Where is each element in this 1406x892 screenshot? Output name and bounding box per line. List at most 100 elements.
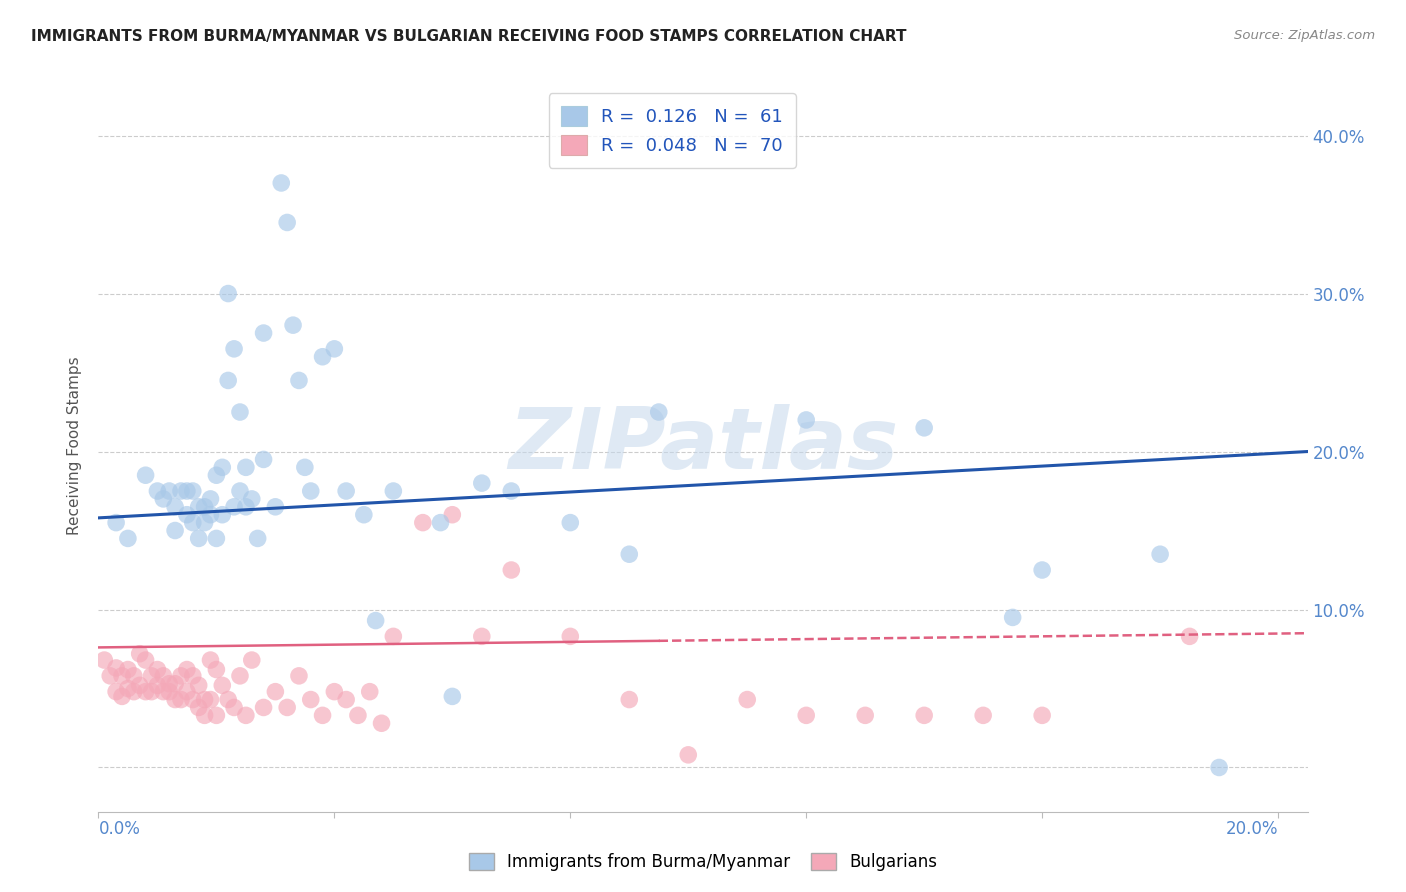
Point [211, 460, 233, 475]
Point [299, 692, 322, 706]
Point [135, 684, 157, 698]
Point [294, 460, 316, 475]
Point [252, 700, 274, 714]
Point [135, 653, 157, 667]
Point [141, 684, 163, 698]
Point [152, 669, 174, 683]
Point [1001, 610, 1024, 624]
Point [441, 690, 464, 704]
Point [98, 669, 121, 683]
Point [222, 700, 245, 714]
Point [264, 684, 287, 698]
Point [311, 708, 333, 723]
Point [252, 326, 274, 340]
Point [471, 629, 494, 643]
Point [187, 532, 209, 546]
Point [270, 176, 292, 190]
Point [335, 692, 357, 706]
Point [181, 516, 204, 530]
Point [135, 468, 157, 483]
Legend: R =  0.126   N =  61, R =  0.048   N =  70: R = 0.126 N = 61, R = 0.048 N = 70 [548, 93, 796, 168]
Point [122, 669, 145, 683]
Y-axis label: Receiving Food Stamps: Receiving Food Stamps [67, 357, 83, 535]
Point [211, 678, 233, 692]
Point [370, 716, 392, 731]
Point [146, 483, 169, 498]
Point [146, 678, 169, 692]
Point [105, 516, 128, 530]
Point [1031, 563, 1053, 577]
Point [181, 483, 204, 498]
Point [165, 692, 187, 706]
Point [471, 476, 494, 491]
Point [353, 508, 375, 522]
Point [187, 678, 209, 692]
Point [187, 500, 209, 514]
Point [187, 700, 209, 714]
Point [222, 342, 245, 356]
Point [217, 374, 239, 388]
Point [111, 669, 134, 683]
Point [323, 342, 346, 356]
Point [1178, 629, 1201, 643]
Point [252, 452, 274, 467]
Point [619, 547, 641, 561]
Point [429, 516, 451, 530]
Point [200, 508, 222, 522]
Point [276, 215, 298, 229]
Point [288, 374, 311, 388]
Point [128, 647, 150, 661]
Point [1031, 708, 1053, 723]
Point [560, 629, 582, 643]
Point [194, 516, 217, 530]
Point [323, 684, 346, 698]
Point [105, 684, 128, 698]
Point [152, 684, 174, 698]
Point [141, 669, 163, 683]
Point [157, 684, 180, 698]
Point [205, 708, 228, 723]
Point [441, 508, 464, 522]
Point [122, 684, 145, 698]
Point [281, 318, 304, 333]
Point [501, 483, 523, 498]
Point [176, 663, 198, 677]
Text: 20.0%: 20.0% [1226, 820, 1278, 838]
Point [912, 421, 935, 435]
Point [205, 468, 228, 483]
Point [299, 483, 322, 498]
Point [200, 692, 222, 706]
Point [205, 663, 228, 677]
Point [200, 491, 222, 506]
Point [229, 483, 252, 498]
Point [335, 483, 357, 498]
Point [194, 708, 217, 723]
Point [205, 532, 228, 546]
Point [311, 350, 333, 364]
Point [146, 663, 169, 677]
Point [560, 516, 582, 530]
Point [240, 491, 263, 506]
Point [211, 508, 233, 522]
Point [170, 669, 193, 683]
Point [412, 516, 434, 530]
Point [912, 708, 935, 723]
Point [165, 677, 187, 691]
Point [229, 405, 252, 419]
Point [165, 524, 187, 538]
Point [972, 708, 994, 723]
Point [1149, 547, 1171, 561]
Point [181, 669, 204, 683]
Point [347, 708, 370, 723]
Point [117, 681, 139, 696]
Point [382, 629, 405, 643]
Point [181, 692, 204, 706]
Point [678, 747, 700, 762]
Point [794, 413, 817, 427]
Text: ZIPatlas: ZIPatlas [508, 404, 898, 488]
Point [117, 532, 139, 546]
Point [235, 500, 257, 514]
Point [364, 614, 387, 628]
Point [382, 483, 405, 498]
Point [501, 563, 523, 577]
